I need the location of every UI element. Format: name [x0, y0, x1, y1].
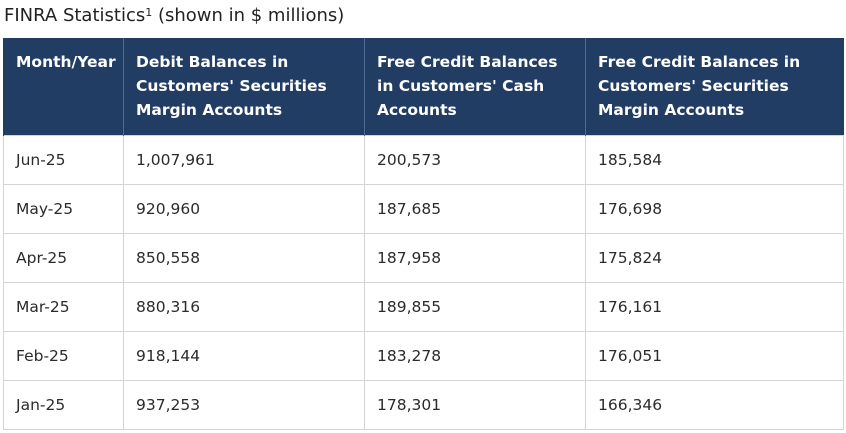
- title-suffix: (shown in $ millions): [152, 5, 345, 26]
- cell-debit-balances: 880,316: [123, 281, 365, 332]
- header-free-credit-margin: Free Credit Balances in Customers' Secur…: [585, 38, 844, 135]
- cell-free-credit-cash: 187,685: [364, 183, 586, 234]
- table-row: May-25 920,960 187,685 176,698: [3, 183, 844, 234]
- cell-month: May-25: [3, 183, 124, 234]
- cell-free-credit-margin: 176,051: [585, 330, 844, 381]
- title-text: FINRA Statistics: [4, 5, 146, 26]
- cell-month: Mar-25: [3, 281, 124, 332]
- cell-free-credit-margin: 176,161: [585, 281, 844, 332]
- cell-free-credit-cash: 183,278: [364, 330, 586, 381]
- page-title: FINRA Statistics1 (shown in $ millions): [4, 3, 344, 33]
- cell-free-credit-cash: 178,301: [364, 379, 586, 430]
- header-free-credit-cash: Free Credit Balances in Customers' Cash …: [364, 38, 586, 135]
- cell-month: Jun-25: [3, 134, 124, 185]
- title-footnote-link[interactable]: 1: [145, 6, 153, 19]
- table-row: Jan-25 937,253 178,301 166,346: [3, 379, 844, 430]
- cell-month: Feb-25: [3, 330, 124, 381]
- cell-debit-balances: 918,144: [123, 330, 365, 381]
- cell-debit-balances: 937,253: [123, 379, 365, 430]
- cell-free-credit-margin: 185,584: [585, 134, 844, 185]
- table-row: Jun-25 1,007,961 200,573 185,584: [3, 134, 844, 185]
- table-row: Apr-25 850,558 187,958 175,824: [3, 232, 844, 283]
- table-header: Month/Year Debit Balances in Customers' …: [3, 38, 844, 135]
- table-row: Mar-25 880,316 189,855 176,161: [3, 281, 844, 332]
- header-month-year: Month/Year: [3, 38, 124, 135]
- cell-free-credit-margin: 166,346: [585, 379, 844, 430]
- cell-debit-balances: 850,558: [123, 232, 365, 283]
- cell-free-credit-cash: 189,855: [364, 281, 586, 332]
- table-body: Jun-25 1,007,961 200,573 185,584 May-25 …: [3, 134, 844, 430]
- cell-free-credit-cash: 187,958: [364, 232, 586, 283]
- finra-statistics-table: Month/Year Debit Balances in Customers' …: [3, 38, 844, 430]
- table-row: Feb-25 918,144 183,278 176,051: [3, 330, 844, 381]
- cell-month: Apr-25: [3, 232, 124, 283]
- cell-debit-balances: 1,007,961: [123, 134, 365, 185]
- cell-free-credit-cash: 200,573: [364, 134, 586, 185]
- header-row: Month/Year Debit Balances in Customers' …: [3, 38, 844, 135]
- cell-debit-balances: 920,960: [123, 183, 365, 234]
- cell-free-credit-margin: 176,698: [585, 183, 844, 234]
- header-debit-balances-margin: Debit Balances in Customers' Securities …: [123, 38, 365, 135]
- cell-free-credit-margin: 175,824: [585, 232, 844, 283]
- cell-month: Jan-25: [3, 379, 124, 430]
